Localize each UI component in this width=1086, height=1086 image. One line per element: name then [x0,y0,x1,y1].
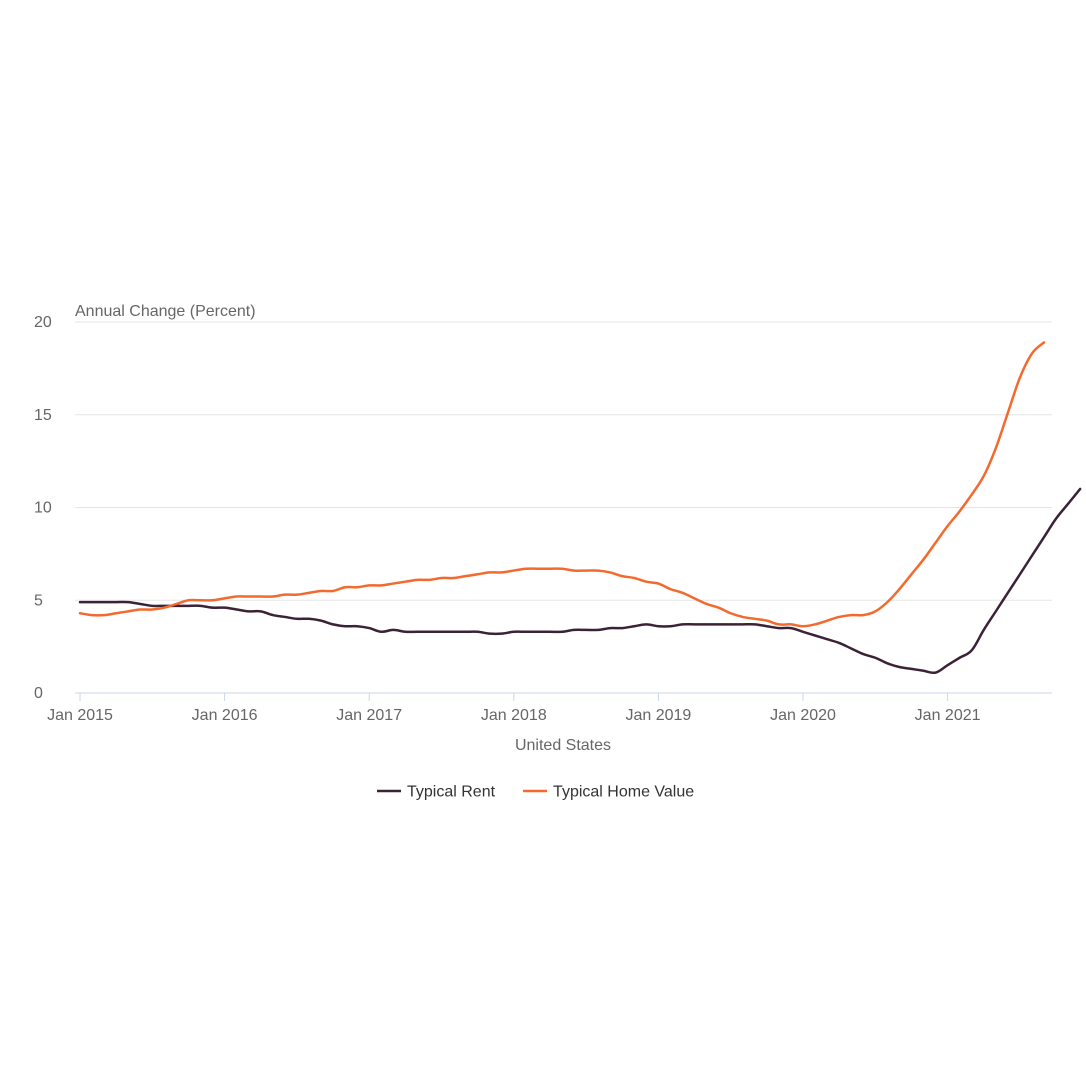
y-tick-label: 20 [34,314,52,331]
legend: Typical Rent Typical Home Value [377,784,694,801]
x-axis-labels: Jan 2015 Jan 2016 Jan 2017 Jan 2018 Jan 2019… [47,707,981,724]
series-line-typical-home-value [78,341,1046,628]
y-tick-label: 0 [34,685,43,702]
y-tick-label: 15 [34,407,52,424]
x-tick-label: Jan 2016 [192,707,258,724]
legend-item-typical-home-value[interactable]: Typical Home Value [523,784,694,801]
x-tick-label: Jan 2017 [336,707,402,724]
y-axis-title: Annual Change (Percent) [75,303,256,320]
x-tick-label: Jan 2021 [915,707,981,724]
y-axis: 0 5 10 15 20 [34,314,52,702]
y-tick-label: 10 [34,500,52,517]
x-tick-label: Jan 2018 [481,707,547,724]
x-tick-label: Jan 2019 [625,707,691,724]
legend-label: Typical Rent [407,784,496,801]
x-tick-label: Jan 2020 [770,707,836,724]
gridlines [75,321,1052,601]
x-axis [75,692,1052,701]
x-tick-label: Jan 2015 [47,707,113,724]
x-axis-title: United States [515,737,611,754]
y-tick-label: 5 [34,592,43,609]
legend-item-typical-rent[interactable]: Typical Rent [377,784,496,801]
series-lines [78,341,1082,675]
series-line-typical-rent [78,487,1082,675]
legend-label: Typical Home Value [553,784,694,801]
